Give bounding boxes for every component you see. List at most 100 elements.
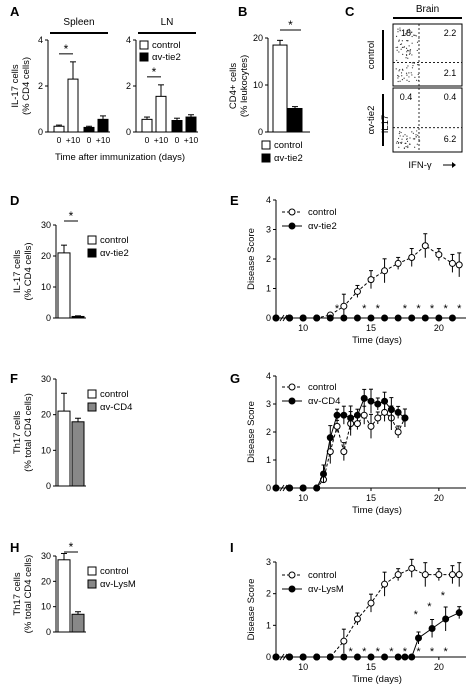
panel-c-event-dot (409, 49, 412, 51)
panel-e-x-tick-label: 10 (298, 323, 308, 333)
panel-e-significance-star: * (362, 303, 367, 315)
panel-c-ylabel: IL17 (380, 115, 391, 134)
panel-c-event-dot (416, 79, 418, 81)
panel-i-data-point (394, 653, 402, 661)
panel-g-y-tick-label: 0 (266, 483, 271, 493)
panel-i-legend-label: control (308, 570, 337, 581)
panel-c-event-dot (407, 30, 409, 32)
panel-label-a: A (10, 4, 20, 19)
panel-i-significance-star: * (362, 646, 367, 658)
panel-i-data-point (408, 653, 416, 661)
panel-f-y-tick-label: 0 (46, 481, 51, 491)
panel-c-row-label: control (366, 41, 377, 70)
panel-a-x-tick-label: +10 (96, 135, 111, 145)
panel-a-legend-control-label: control (152, 40, 181, 51)
panel-g-legend-label: control (308, 382, 337, 393)
panel-c-quadrant-value: 6.2 (444, 134, 457, 144)
panel-c-event-dot (414, 34, 416, 36)
panel-e-data-point (435, 314, 443, 322)
panel-c-event-dot (404, 142, 406, 144)
panel-c-event-dot (395, 46, 397, 49)
panel-c-quadrant-value: 0.4 (444, 92, 457, 102)
panel-c-event-dot (396, 49, 398, 51)
panel-a-legend-avtie2-swatch (139, 52, 149, 62)
panel-c-event-dot (395, 35, 398, 37)
panel-h-y-tick-label: 20 (41, 576, 51, 586)
panel-c-event-dot (399, 80, 401, 82)
panel-c-event-dot (408, 50, 410, 52)
panel-h-y-tick-label: 0 (46, 627, 51, 637)
panel-c-event-dot (397, 74, 399, 77)
panel-g-data-point (381, 408, 389, 416)
panel-c-event-dot (400, 48, 402, 50)
panel-i-legend-marker (288, 585, 296, 593)
panel-e-data-point (448, 314, 456, 322)
panel-e-data-point (435, 251, 443, 259)
panel-b-legend-control-swatch (261, 140, 271, 150)
panel-i-significance-star: * (441, 590, 446, 602)
panel-i-y-tick-label: 1 (266, 620, 271, 630)
panel-c-event-dot (396, 59, 398, 62)
panel-c-event-dot (396, 46, 399, 48)
panel-c-event-dot (395, 68, 397, 70)
panel-c-event-dot (400, 142, 402, 145)
panel-d-significance-star: * (69, 209, 74, 223)
panel-i-significance-star: * (416, 646, 421, 658)
panel-e-data-point (340, 302, 348, 310)
panel-c-quadrant-value: 2.2 (444, 28, 457, 38)
panel-g-series-line (276, 411, 406, 489)
panel-g-data-point (340, 448, 348, 456)
panel-a-y-tick-label: 0 (38, 127, 43, 137)
panel-b-bar-avtie2 (287, 108, 303, 133)
panel-c-event-dot (414, 138, 416, 140)
panel-a-ylabel: IL-17 cells (10, 64, 21, 108)
panel-c-event-dot (415, 134, 417, 136)
panel-g-y-tick-label: 1 (266, 455, 271, 465)
panel-i-data-point (442, 615, 450, 623)
panel-e-y-tick-label: 4 (266, 195, 271, 205)
panel-h-bar-control (57, 559, 71, 633)
panel-c-event-dot (406, 79, 408, 81)
panel-c-event-dot (406, 49, 409, 51)
panel-c-event-dot (401, 138, 403, 140)
panel-e-legend-label: control (308, 207, 337, 218)
panel-a-bar (97, 118, 109, 133)
panel-c-event-dot (397, 137, 400, 140)
panel-c-event-dot (396, 140, 398, 143)
panel-i-data-point (340, 637, 348, 645)
panel-e-significance-star: * (335, 303, 340, 315)
panel-f-legend-2-swatch (87, 402, 97, 412)
panel-i-ylabel: Disease Score (246, 579, 257, 641)
panel-c-event-dot (415, 35, 417, 37)
panel-c-event-dot (406, 135, 408, 137)
panel-d-ylabel: IL-17 cells (12, 250, 23, 294)
panel-a-subtitle: LN (161, 17, 174, 28)
panel-i-significance-star: * (414, 609, 419, 621)
panel-g-ylabel: Disease Score (246, 401, 257, 463)
panel-d-y-tick-label: 10 (41, 282, 51, 292)
panel-i-x-tick-label: 20 (434, 662, 444, 672)
panel-g-data-point (401, 414, 409, 422)
panel-a-bar (53, 125, 65, 133)
panel-c-event-dot (405, 54, 408, 56)
panel-c-event-dot (408, 143, 411, 145)
panel-f-y-tick-label: 20 (41, 410, 51, 420)
panel-c-event-dot (414, 76, 416, 78)
panel-c-event-dot (411, 131, 413, 133)
panel-a-ylabel: (% CD4 cells) (21, 57, 32, 115)
panel-i-significance-star: * (444, 646, 449, 658)
panel-a-bar (67, 78, 79, 133)
panel-a-y-tick-label: 4 (38, 35, 43, 45)
panel-g-x-tick-label: 20 (434, 493, 444, 503)
panel-c-event-dot (408, 72, 410, 74)
panel-c-event-dot (410, 72, 412, 74)
panel-c-event-dot (412, 132, 415, 134)
panel-c-event-dot (407, 57, 409, 59)
panel-c-event-dot (408, 45, 410, 47)
panel-e-legend-marker (288, 208, 296, 216)
panel-c-event-dot (399, 69, 401, 71)
panel-c-title: Brain (416, 4, 439, 15)
panel-c-event-dot (417, 73, 419, 76)
panel-g-data-point (333, 422, 341, 430)
